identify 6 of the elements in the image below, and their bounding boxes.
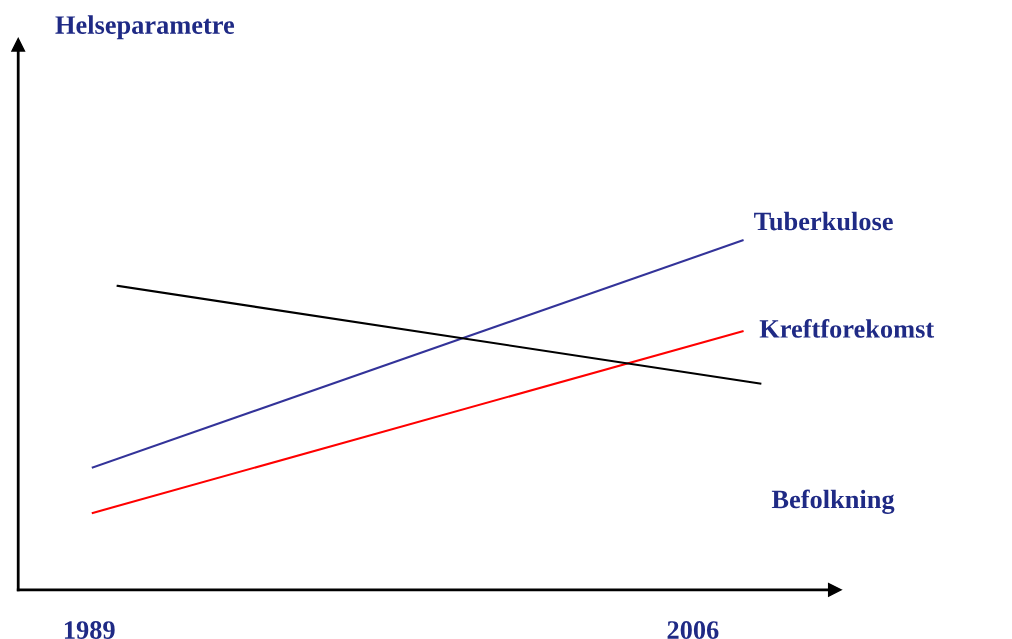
series-label: Kreftforekomst (759, 319, 935, 338)
text: Befolkning (771, 489, 895, 514)
x-tick-label: 2006 (667, 621, 719, 639)
chart-title: Helseparametre (55, 15, 235, 40)
series-label: Tuberkulose (754, 211, 893, 231)
x-tick-label: 1989 (64, 621, 115, 639)
